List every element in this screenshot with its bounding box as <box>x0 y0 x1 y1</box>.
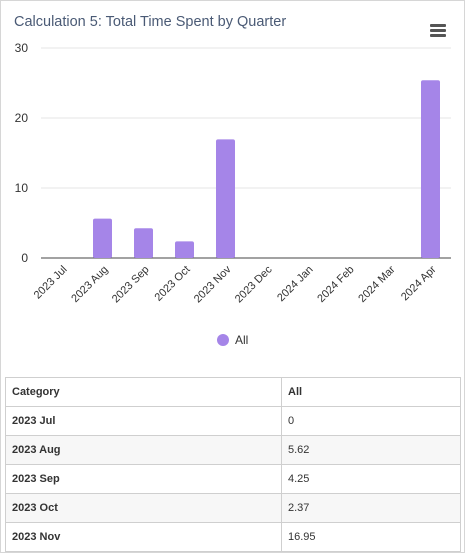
hamburger-menu-icon[interactable] <box>430 24 446 37</box>
column-header-category: Category <box>5 377 282 407</box>
y-tick-label: 0 <box>21 251 28 265</box>
row-value: 4.25 <box>281 464 461 494</box>
x-tick-label: 2024 Mar <box>356 263 398 305</box>
data-table: Category All 2023 Jul 0 2023 Aug 5.62 20… <box>5 377 461 552</box>
x-tick-label: 2024 Jan <box>275 264 315 304</box>
row-value: 2.37 <box>281 493 461 523</box>
x-tick-label: 2023 Nov <box>192 263 234 305</box>
legend-marker <box>217 334 229 346</box>
x-tick-label: 2023 Jul <box>32 264 70 302</box>
row-value: 16.95 <box>281 522 461 552</box>
table-header-row: Category All <box>5 377 461 407</box>
y-tick-label: 20 <box>15 111 29 125</box>
y-tick-label: 30 <box>15 41 29 55</box>
chart-title: Calculation 5: Total Time Spent by Quart… <box>14 14 287 30</box>
x-tick-label: 2023 Oct <box>153 264 193 304</box>
row-category: 2023 Nov <box>5 522 282 552</box>
table-row: 2023 Aug 5.62 <box>5 435 461 465</box>
bar[interactable] <box>93 218 112 258</box>
legend-item-all[interactable]: All <box>217 333 248 347</box>
bar[interactable] <box>175 241 194 258</box>
bar[interactable] <box>421 80 440 258</box>
bar[interactable] <box>216 139 235 258</box>
row-value: 5.62 <box>281 435 461 465</box>
table-row: 2023 Oct 2.37 <box>5 493 461 523</box>
x-tick-label: 2023 Aug <box>69 264 110 305</box>
x-tick-label: 2024 Apr <box>399 263 439 303</box>
row-category: 2023 Sep <box>5 464 282 494</box>
table-row: 2023 Sep 4.25 <box>5 464 461 494</box>
column-header-all: All <box>281 377 461 407</box>
table-row: 2023 Jul 0 <box>5 406 461 436</box>
x-tick-label: 2024 Feb <box>315 264 356 305</box>
row-category: 2023 Jul <box>5 406 282 436</box>
y-tick-label: 10 <box>15 181 29 195</box>
legend-label: All <box>235 333 249 347</box>
bar[interactable] <box>134 228 153 258</box>
x-tick-label: 2023 Dec <box>233 263 275 305</box>
x-tick-label: 2023 Sep <box>110 264 152 306</box>
row-value: 0 <box>281 406 461 436</box>
row-category: 2023 Oct <box>5 493 282 523</box>
row-category: 2023 Aug <box>5 435 282 465</box>
table-row: 2023 Nov 16.95 <box>5 522 461 552</box>
